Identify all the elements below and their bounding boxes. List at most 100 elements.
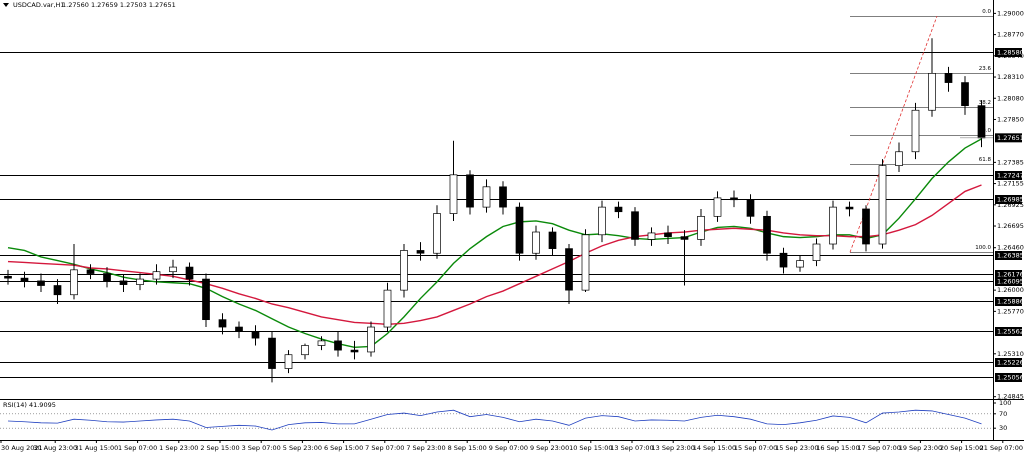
level-label: 1.26095 bbox=[997, 278, 1024, 286]
x-tick-label: 10 Sep 15:00 bbox=[569, 444, 612, 452]
candle-body bbox=[317, 340, 326, 346]
x-tick-label: 15 Sep 07:00 bbox=[734, 444, 777, 452]
level-label-box bbox=[995, 48, 1022, 57]
candle-body bbox=[433, 213, 441, 254]
current-price-box bbox=[995, 133, 1022, 143]
fib-label: 23.6 bbox=[979, 66, 992, 72]
candle-body bbox=[680, 236, 689, 240]
candle-body bbox=[301, 345, 309, 356]
level-label: 1.25056 bbox=[997, 374, 1024, 382]
fib-label: 0.0 bbox=[982, 9, 991, 15]
level-label: 1.26985 bbox=[997, 196, 1024, 204]
rsi-line bbox=[7, 409, 982, 431]
candle-body bbox=[548, 231, 557, 249]
y-tick-label: 1.26000 bbox=[997, 286, 1024, 294]
x-tick-label: 19 Sep 23:00 bbox=[899, 444, 942, 452]
y-tick-label: 1.28310 bbox=[997, 73, 1024, 81]
fib-label: 61.8 bbox=[979, 157, 992, 163]
candle-body bbox=[878, 165, 887, 245]
level-label-box bbox=[995, 277, 1022, 286]
y-tick-label: 1.28770 bbox=[997, 31, 1024, 39]
y-tick-label: 1.26925 bbox=[997, 201, 1024, 209]
y-tick-label: 1.27850 bbox=[997, 115, 1024, 123]
level-label-box bbox=[995, 251, 1022, 260]
candle-body bbox=[53, 285, 62, 296]
header-ohlc: 1.27560 1.27659 1.27503 1.27651 bbox=[62, 1, 176, 9]
x-tick-label: 31 Aug 15:00 bbox=[74, 444, 118, 452]
x-tick-label: 1 Sep 07:00 bbox=[118, 444, 157, 452]
fib-label: 100.0 bbox=[975, 245, 991, 251]
candle-body bbox=[977, 105, 986, 139]
fib-label: 38.2 bbox=[979, 100, 991, 106]
candle-body bbox=[70, 269, 78, 296]
candle-body bbox=[911, 109, 920, 153]
level-label: 1.26385 bbox=[997, 252, 1024, 260]
x-tick-label: 1 Sep 23:00 bbox=[159, 444, 198, 452]
rsi-title: RSI(14) 41.9095 bbox=[3, 401, 56, 409]
candle-body bbox=[829, 206, 837, 245]
candle-body bbox=[746, 199, 755, 217]
level-label: 1.28580 bbox=[997, 49, 1024, 57]
candle-body bbox=[4, 275, 12, 279]
x-tick-label: 16 Sep 15:00 bbox=[816, 444, 859, 452]
level-label: 1.25226 bbox=[997, 359, 1024, 367]
candle-body bbox=[697, 215, 705, 240]
candle-body bbox=[598, 206, 606, 236]
x-tick-label: 15 Sep 23:00 bbox=[775, 444, 818, 452]
candle-body bbox=[862, 208, 870, 245]
candle-body bbox=[466, 174, 474, 208]
level-label-box bbox=[995, 171, 1022, 180]
candle-body bbox=[37, 280, 45, 286]
candle-body bbox=[251, 331, 260, 339]
y-tick-label: 1.26460 bbox=[997, 244, 1024, 252]
header-arrow bbox=[3, 3, 9, 7]
level-label: 1.26176 bbox=[997, 271, 1024, 279]
x-tick-label: 30 Aug 2021 bbox=[1, 444, 43, 452]
candle-body bbox=[499, 186, 507, 208]
x-tick-label: 8 Sep 15:00 bbox=[448, 444, 487, 452]
x-tick-label: 20 Sep 15:00 bbox=[940, 444, 983, 452]
x-tick-label: 7 Sep 23:00 bbox=[406, 444, 445, 452]
y-tick-label: 1.25770 bbox=[997, 307, 1024, 315]
level-label-box bbox=[995, 270, 1022, 279]
y-tick-label: 100 bbox=[999, 399, 1011, 407]
candle-body bbox=[284, 354, 293, 369]
candle-body bbox=[86, 269, 95, 274]
candle-body bbox=[565, 248, 573, 291]
x-tick-label: 9 Sep 23:00 bbox=[530, 444, 569, 452]
y-tick-label: 1.28080 bbox=[997, 94, 1024, 102]
x-tick-label: 13 Sep 23:00 bbox=[652, 444, 695, 452]
level-label-box bbox=[995, 297, 1022, 306]
x-tick-label: 21 Sep 07:00 bbox=[980, 444, 1023, 452]
x-tick-label: 9 Sep 07:00 bbox=[489, 444, 528, 452]
candle-body bbox=[367, 326, 375, 353]
candle-body bbox=[268, 337, 276, 369]
candle-body bbox=[185, 266, 194, 280]
x-tick-label: 3 Sep 07:00 bbox=[242, 444, 281, 452]
level-label-box bbox=[995, 327, 1022, 336]
y-tick-label: 1.29000 bbox=[997, 9, 1024, 17]
x-tick-label: 30 Aug 23:00 bbox=[33, 444, 77, 452]
y-tick-label: 1.24845 bbox=[997, 393, 1024, 401]
y-tick-label: 30 bbox=[999, 424, 1007, 432]
y-tick-label: 1.27155 bbox=[997, 180, 1024, 188]
y-tick-label: 1.26695 bbox=[997, 222, 1024, 230]
level-label-box bbox=[995, 358, 1022, 367]
candle-body bbox=[103, 273, 111, 282]
x-tick-label: 17 Sep 07:00 bbox=[858, 444, 901, 452]
candle-body bbox=[119, 280, 128, 285]
candle-body bbox=[928, 72, 936, 111]
candle-body bbox=[169, 266, 177, 273]
candle-body bbox=[449, 174, 458, 214]
candle-body bbox=[383, 289, 392, 328]
y-tick-label: 1.25310 bbox=[997, 350, 1024, 358]
current-price-label: 1.27651 bbox=[997, 134, 1024, 142]
candle-body bbox=[713, 197, 722, 217]
candle-body bbox=[944, 72, 953, 83]
y-tick-label: 70 bbox=[999, 410, 1007, 418]
candle-body bbox=[334, 340, 342, 351]
candle-body bbox=[796, 260, 804, 268]
candle-body bbox=[235, 326, 243, 333]
